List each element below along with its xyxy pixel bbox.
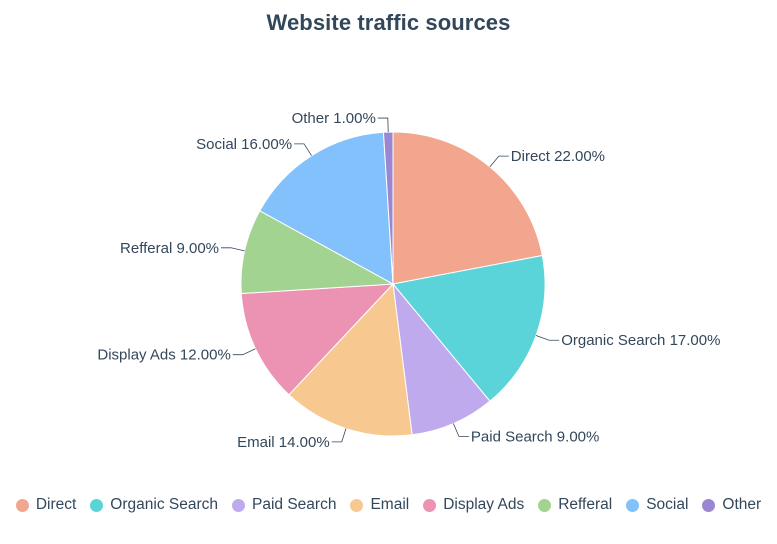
leader-line-display-ads: [232, 348, 256, 356]
legend-label: Paid Search: [252, 496, 337, 513]
legend-item-refferal[interactable]: Refferal: [538, 496, 612, 514]
legend-label: Other: [722, 496, 762, 513]
legend-label: Direct: [35, 496, 77, 513]
legend-item-paid-search[interactable]: Paid Search: [232, 496, 336, 514]
legend-item-email[interactable]: Email: [350, 496, 409, 514]
leader-line-social: [294, 143, 312, 156]
data-label-email: Email 14.00%: [237, 434, 330, 451]
legend-label: Display Ads: [443, 496, 525, 513]
legend-item-direct[interactable]: Direct: [15, 496, 77, 514]
pie-slice-paid-search[interactable]: [392, 282, 491, 436]
data-label-direct: Direct 22.00%: [511, 148, 605, 165]
pie-slice-social[interactable]: [259, 131, 394, 285]
chart-legend: Direct Organic Search Paid Search Email Disp…: [0, 496, 777, 514]
leader-line-direct: [489, 155, 509, 168]
leader-line-organic-search: [535, 335, 560, 341]
data-label-other: Other 1.00%: [292, 110, 376, 127]
pie-slice-email[interactable]: [288, 282, 413, 437]
data-label-social: Social 16.00%: [196, 136, 292, 153]
legend-label: Social: [646, 496, 689, 513]
legend-swatch: [423, 498, 437, 512]
leader-line-other: [377, 117, 389, 133]
data-label-paid-search: Paid Search 9.00%: [471, 428, 599, 445]
legend-label: Refferal: [558, 496, 613, 513]
legend-swatch: [626, 498, 640, 512]
leader-line-refferal: [221, 247, 245, 252]
legend-swatch: [538, 498, 552, 512]
legend-item-display-ads[interactable]: Display Ads: [423, 496, 524, 514]
legend-swatch: [15, 498, 29, 512]
legend-item-organic-search[interactable]: Organic Search: [90, 496, 218, 514]
legend-item-other[interactable]: Other: [702, 496, 761, 514]
leader-line-email: [331, 428, 347, 443]
pie-slice-refferal[interactable]: [240, 210, 395, 295]
legend-swatch: [350, 498, 364, 512]
data-label-organic-search: Organic Search 17.00%: [561, 332, 720, 349]
chart-title: Website traffic sources: [266, 10, 511, 35]
pie-slice-direct[interactable]: [392, 131, 543, 285]
legend-label: Email: [370, 496, 410, 513]
legend-swatch: [90, 498, 104, 512]
leader-line-paid-search: [453, 423, 469, 437]
legend-swatch: [232, 498, 245, 512]
data-label-display-ads: Display Ads 12.00%: [97, 347, 230, 364]
legend-label: Organic Search: [110, 496, 218, 513]
legend-swatch: [702, 498, 716, 512]
legend-item-social[interactable]: Social: [626, 496, 688, 514]
data-label-refferal: Refferal 9.00%: [120, 240, 219, 257]
